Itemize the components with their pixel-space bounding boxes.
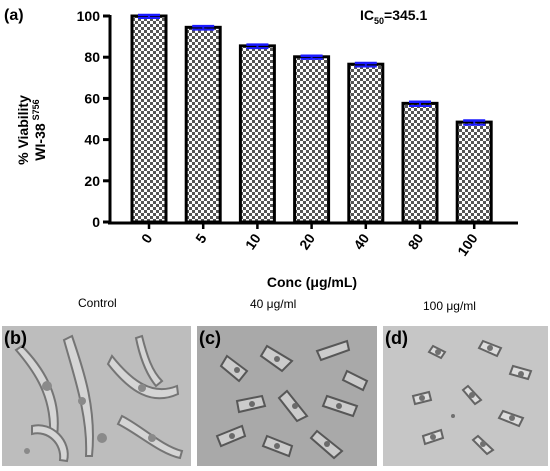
x-tick-label: 100 xyxy=(454,230,481,258)
y-tick-label: 20 xyxy=(84,173,100,189)
y-axis-label: % Viability xyxy=(15,95,31,165)
bar-chart: (a) IC50=345.1 % Viability WI-38S756 0 20… xyxy=(4,7,518,290)
x-tick-label: 80 xyxy=(404,230,426,252)
cell-texture-d xyxy=(411,339,533,456)
caption-100: 100 μg/ml xyxy=(423,299,476,313)
panel-label-c: (c) xyxy=(199,328,221,348)
bar xyxy=(347,62,385,224)
y-tick-label: 40 xyxy=(84,132,100,148)
micrograph-control: (b) xyxy=(2,326,191,466)
cell-texture-c xyxy=(215,339,369,460)
panel-label-a: (a) xyxy=(4,7,24,24)
y-axis-label-line2: WI-38S756 xyxy=(31,99,48,160)
y-tick-label: 100 xyxy=(77,8,101,24)
bar xyxy=(184,25,222,224)
y-tick-label: 0 xyxy=(92,214,100,230)
x-axis-label: Conc (μg/mL) xyxy=(267,274,357,290)
x-tick-label: 10 xyxy=(242,230,264,252)
x-tick-label: 20 xyxy=(296,230,318,252)
x-tick-label: 5 xyxy=(192,230,210,246)
y-tick-label: 60 xyxy=(84,90,100,106)
micrograph-40: (c) xyxy=(197,326,377,466)
bar xyxy=(238,44,276,224)
bar xyxy=(293,55,331,224)
bar xyxy=(130,14,168,224)
panel-label-b: (b) xyxy=(4,328,27,348)
panel-label-d: (d) xyxy=(385,328,408,348)
ic50-annotation: IC50=345.1 xyxy=(360,7,427,26)
bar xyxy=(455,120,493,224)
cell-texture-b xyxy=(14,334,184,463)
bar xyxy=(401,101,439,224)
y-tick-label: 80 xyxy=(84,49,100,65)
micrograph-100: (d) xyxy=(383,326,548,466)
x-tick-label: 0 xyxy=(138,230,156,246)
caption-40: 40 μg/ml xyxy=(250,297,297,311)
x-tick-label: 40 xyxy=(350,230,372,252)
caption-control: Control xyxy=(78,296,117,310)
